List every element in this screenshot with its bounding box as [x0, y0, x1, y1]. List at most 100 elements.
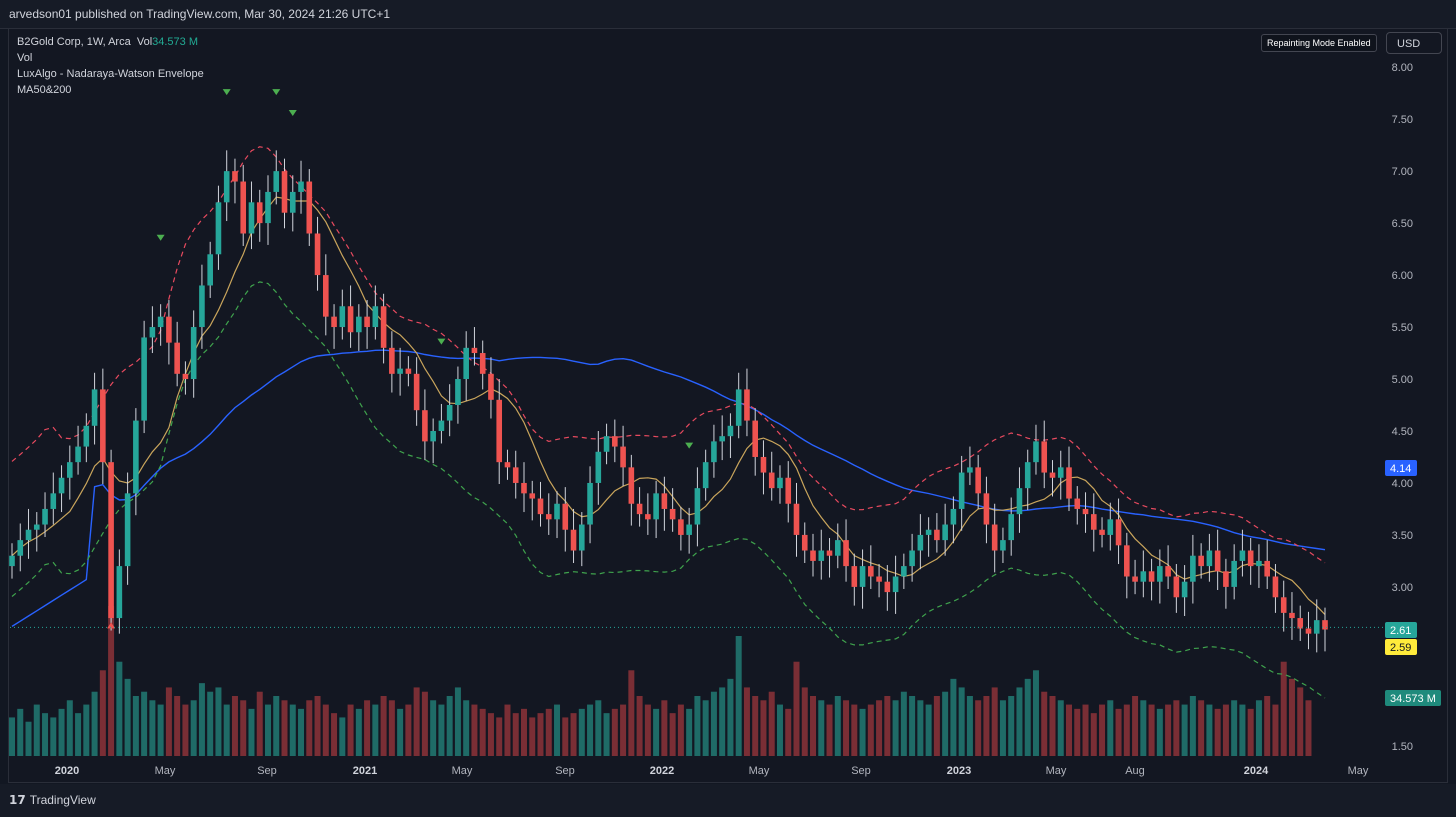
- volume-bar: [306, 700, 313, 756]
- volume-bar: [834, 696, 841, 756]
- candle-body: [653, 493, 659, 520]
- candle-body: [256, 202, 263, 224]
- candle-body: [1173, 576, 1180, 598]
- candle-body: [364, 316, 370, 328]
- volume-bar: [942, 691, 949, 756]
- candle-body: [438, 420, 445, 431]
- volume-bar: [281, 700, 288, 756]
- candle-body: [479, 353, 486, 374]
- envelope-lower-line: [11, 281, 1326, 699]
- volume-bar: [743, 687, 750, 756]
- candle-body: [1082, 508, 1089, 515]
- candle-body: [124, 493, 131, 567]
- tradingview-logo-text: TradingView: [29, 793, 96, 807]
- volume-bar: [966, 696, 973, 756]
- candle-body: [892, 576, 899, 593]
- volume-bar: [1123, 704, 1130, 756]
- volume-bar: [17, 708, 24, 756]
- buy-signal-marker: [107, 622, 116, 629]
- candle-body: [843, 540, 849, 567]
- candle-body: [735, 389, 742, 426]
- legend-indicator-ma[interactable]: MA50&200: [17, 84, 72, 96]
- volume-bar: [520, 708, 527, 756]
- volume-bar: [1297, 687, 1304, 756]
- candle-body: [1322, 620, 1328, 630]
- candle-body: [446, 405, 453, 421]
- volume-bar: [1148, 704, 1155, 756]
- time-tick-label: 2024: [1244, 765, 1269, 777]
- volume-bar: [950, 678, 957, 756]
- candle-body: [818, 550, 825, 561]
- price-tick-label: 4.50: [1392, 426, 1413, 438]
- candle-body: [389, 347, 395, 374]
- time-tick-label: 2023: [947, 765, 971, 777]
- candle-body: [1124, 545, 1130, 577]
- candle-body: [562, 503, 569, 530]
- candle-body: [719, 436, 725, 442]
- volume-bar: [372, 704, 379, 756]
- legend-indicator-envelope[interactable]: LuxAlgo - Nadaraya-Watson Envelope: [17, 68, 204, 80]
- candle-body: [1231, 560, 1237, 587]
- candle-body: [1247, 550, 1254, 567]
- chart-frame[interactable]: [8, 28, 1448, 783]
- price-tick-label: 6.50: [1392, 218, 1413, 230]
- candle-body: [578, 524, 585, 551]
- tradingview-logo[interactable]: 17 TradingView: [9, 793, 96, 807]
- volume-bar: [686, 708, 693, 756]
- candle-body: [1289, 612, 1295, 619]
- volume-bar: [289, 704, 296, 756]
- candle-body: [141, 337, 147, 421]
- ma200-price-label-bg: [1385, 460, 1417, 476]
- ma200-price-label: 4.14: [1390, 463, 1411, 475]
- volume-bar: [463, 700, 470, 756]
- candle-body: [166, 316, 172, 343]
- candle-body: [1140, 571, 1147, 582]
- volume-price-label: 34.573 M: [1390, 693, 1436, 705]
- volume-bar: [1090, 713, 1097, 756]
- candle-body: [752, 420, 759, 457]
- volume-bar: [471, 704, 478, 756]
- ma200-line: [11, 349, 1326, 627]
- candle-body: [405, 368, 412, 374]
- volume-bar: [1280, 661, 1287, 756]
- volume-bar: [174, 696, 181, 756]
- volume-bar: [1247, 708, 1254, 756]
- volume-bar: [975, 700, 982, 756]
- volume-bar: [1107, 700, 1114, 756]
- volume-bar: [413, 687, 420, 756]
- candle-body: [1313, 620, 1320, 634]
- legend-vol-label: Vol: [136, 36, 153, 48]
- currency-button[interactable]: USD: [1386, 32, 1442, 54]
- volume-bar: [1082, 704, 1089, 756]
- candle-body: [1115, 519, 1122, 546]
- volume-bar: [1140, 700, 1147, 756]
- volume-bar: [1214, 708, 1221, 756]
- volume-bar: [1222, 704, 1229, 756]
- candle-body: [967, 467, 973, 473]
- candle-body: [529, 493, 536, 499]
- volume-bar: [248, 708, 255, 756]
- volume-bar: [1049, 696, 1056, 756]
- candle-body: [75, 446, 81, 463]
- price-axis: 8.00 7.50 7.00 6.50 6.00 5.50 5.00 4.50 4.00 3.50…: [1392, 62, 1413, 753]
- volume-bar: [917, 700, 924, 756]
- time-tick-label: May: [1046, 765, 1067, 777]
- volume-bar: [25, 721, 32, 756]
- candle-body: [991, 524, 998, 551]
- legend-indicator-vol[interactable]: Vol: [17, 52, 33, 64]
- candle-body: [496, 399, 503, 463]
- volume-bar: [801, 687, 808, 756]
- candle-body: [380, 306, 387, 348]
- candle-body: [834, 540, 841, 556]
- candle-body: [876, 576, 882, 582]
- candle-body: [1057, 467, 1064, 478]
- candle-body: [917, 534, 924, 551]
- volume-bar: [1231, 700, 1238, 756]
- candle-body: [232, 171, 238, 182]
- candle-body: [347, 306, 354, 333]
- legend-symbol[interactable]: B2Gold Corp, 1W, Arca Vol34.573 M: [17, 34, 204, 50]
- candle-body: [645, 514, 651, 520]
- volume-bar: [768, 691, 775, 756]
- volume-bar: [752, 696, 759, 756]
